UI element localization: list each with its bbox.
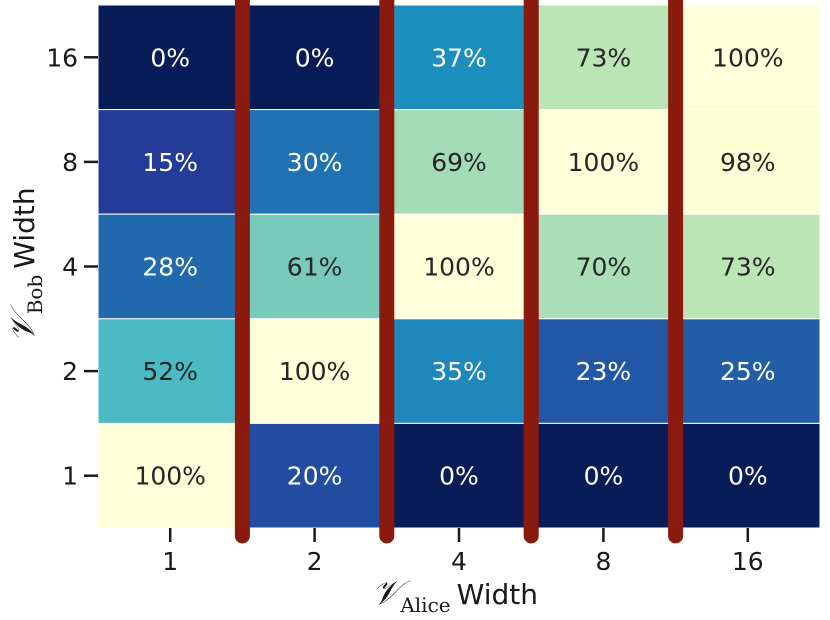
heatmap-cell xyxy=(241,4,388,111)
cell-value-label: 0% xyxy=(728,462,768,491)
x-tick-label: 16 xyxy=(732,547,764,576)
heatmap-cell xyxy=(386,213,532,320)
y-tick-label: 8 xyxy=(62,148,78,177)
cell-value-label: 69% xyxy=(431,148,487,177)
heatmap-cell xyxy=(530,318,677,424)
heatmap-cell xyxy=(530,4,677,111)
heatmap-cell xyxy=(241,422,388,529)
heatmap-cell xyxy=(675,109,821,215)
heatmap-cell xyxy=(386,109,532,215)
cell-value-label: 20% xyxy=(287,462,343,491)
y-axis: 16 8 4 2 1 xyxy=(46,43,98,491)
x-tick-label: 8 xyxy=(595,547,611,576)
heatmap-cell xyxy=(675,422,821,529)
heatmap-cell xyxy=(241,213,388,320)
cell-value-label: 100% xyxy=(423,253,494,282)
cell-value-label: 100% xyxy=(279,357,350,386)
y-tick-label: 1 xyxy=(62,462,78,491)
heatmap-cell xyxy=(97,4,243,111)
x-axis: 1 2 4 8 16 xyxy=(162,528,764,576)
cell-value-label: 28% xyxy=(142,253,198,282)
cell-value-label: 61% xyxy=(287,253,343,282)
cell-value-label: 15% xyxy=(142,148,198,177)
y-tick-label: 16 xyxy=(46,43,78,72)
x-tick-label: 2 xyxy=(307,547,323,576)
x-axis-word: Width xyxy=(457,578,538,611)
cell-value-label: 73% xyxy=(576,43,632,72)
cell-value-label: 100% xyxy=(568,148,639,177)
cell-value-label: 0% xyxy=(150,43,190,72)
heatmap-cell xyxy=(97,109,243,215)
cell-value-label: 35% xyxy=(431,357,487,386)
y-tick-label: 4 xyxy=(62,253,78,282)
heatmap-cell xyxy=(97,422,243,529)
heatmap-cell xyxy=(675,318,821,424)
cell-value-label: 98% xyxy=(720,148,776,177)
cell-value-label: 30% xyxy=(287,148,343,177)
heatmap-cell xyxy=(675,213,821,320)
cell-value-label: 25% xyxy=(720,357,776,386)
heatmap-cell xyxy=(675,4,821,111)
cell-value-label: 70% xyxy=(576,253,632,282)
cell-value-label: 0% xyxy=(295,43,335,72)
heatmap-cell xyxy=(386,4,532,111)
y-axis-title: 𝒱BobWidth xyxy=(3,187,47,342)
column-separators xyxy=(234,0,684,544)
x-axis-subscript: Alice xyxy=(399,593,450,617)
heatmap-cells: 0% 0% 37% 73% 100% 15% 30% 69% 100% 98% 28% 61% 100%… xyxy=(97,4,821,529)
heatmap-cell xyxy=(530,213,677,320)
cell-value-label: 0% xyxy=(584,462,624,491)
cell-value-label: 52% xyxy=(142,357,198,386)
cell-value-label: 23% xyxy=(576,357,632,386)
heatmap-cell xyxy=(386,422,532,529)
cell-value-label: 37% xyxy=(431,43,487,72)
cell-value-label: 73% xyxy=(720,253,776,282)
heatmap-cell xyxy=(241,318,388,424)
cell-value-label: 100% xyxy=(134,462,205,491)
x-axis-title: 𝒱Alice Width xyxy=(372,573,538,617)
cell-value-label: 100% xyxy=(712,43,783,72)
x-tick-label: 1 xyxy=(162,547,178,576)
y-axis-subscript: Bob xyxy=(23,275,47,315)
cell-value-label: 0% xyxy=(439,462,479,491)
y-tick-label: 2 xyxy=(62,357,78,386)
x-tick-label: 4 xyxy=(451,547,467,576)
y-axis-word: Width xyxy=(8,187,41,268)
